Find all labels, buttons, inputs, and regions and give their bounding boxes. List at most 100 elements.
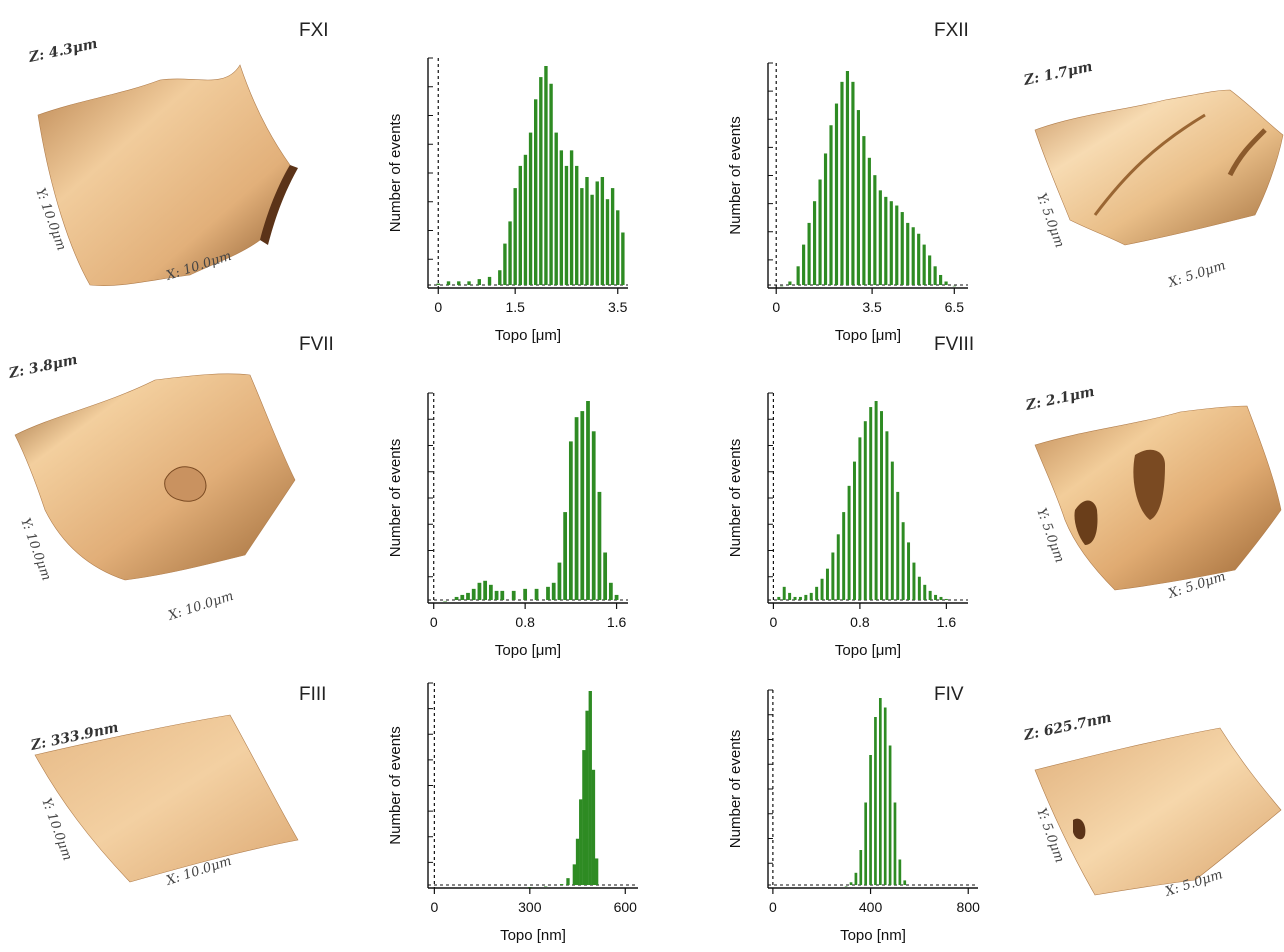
bar bbox=[917, 233, 921, 285]
bar bbox=[820, 578, 824, 600]
bar bbox=[869, 755, 872, 885]
bar bbox=[849, 882, 853, 885]
x-tick-label: 1.5 bbox=[505, 299, 525, 315]
bar bbox=[559, 884, 564, 885]
bar bbox=[874, 717, 877, 885]
panel-label-fviii: FVIII bbox=[934, 334, 975, 355]
x-tick-label: 0 bbox=[434, 299, 442, 315]
bar bbox=[595, 181, 599, 285]
bar bbox=[880, 411, 883, 600]
bar bbox=[597, 491, 602, 600]
bar bbox=[518, 165, 522, 285]
bar bbox=[873, 175, 877, 285]
bar bbox=[559, 150, 564, 285]
bar bbox=[840, 81, 844, 285]
bar bbox=[917, 576, 921, 600]
bar bbox=[922, 244, 926, 285]
bar bbox=[901, 522, 905, 600]
afm-surface-fvii: Z: 3.8μm Y: 10.0μm X: 10.0μm bbox=[7, 352, 296, 624]
bar bbox=[777, 596, 781, 600]
bar bbox=[844, 886, 848, 887]
histogram-fxii: 0 3.5 6.5 Topo [μm] Number of events bbox=[727, 62, 968, 344]
bar bbox=[523, 154, 528, 285]
bar bbox=[605, 199, 610, 285]
afm-bump bbox=[1073, 818, 1086, 840]
bar bbox=[457, 281, 461, 285]
bar bbox=[825, 568, 829, 600]
x-axis-title: Topo [μm] bbox=[495, 642, 561, 659]
bar bbox=[544, 886, 548, 887]
panel-label-fxii: FXII bbox=[934, 20, 969, 41]
bar bbox=[588, 691, 592, 885]
x-tick-label: 3.5 bbox=[608, 299, 628, 315]
bar bbox=[788, 281, 792, 285]
x-tick-label: 800 bbox=[957, 899, 981, 915]
bar bbox=[867, 157, 871, 285]
bar bbox=[815, 586, 819, 600]
x-tick-label: 400 bbox=[859, 899, 883, 915]
bar bbox=[896, 491, 900, 600]
bar bbox=[580, 188, 584, 285]
x-tick-label: 0 bbox=[430, 614, 438, 630]
bar bbox=[594, 858, 599, 885]
bar bbox=[508, 221, 512, 285]
bar bbox=[582, 750, 586, 885]
panel-label-fiii: FIII bbox=[299, 684, 327, 705]
bar bbox=[796, 266, 800, 285]
bar bbox=[939, 274, 943, 285]
bar bbox=[608, 582, 613, 600]
bar bbox=[610, 188, 615, 285]
x-axis-title: Topo [μm] bbox=[835, 327, 901, 344]
bar bbox=[878, 698, 882, 885]
bar bbox=[600, 177, 605, 285]
bar bbox=[436, 283, 440, 285]
bar bbox=[912, 562, 916, 600]
bar bbox=[544, 66, 548, 285]
bar bbox=[494, 590, 499, 600]
bar bbox=[854, 872, 858, 885]
bar bbox=[823, 153, 828, 285]
bar bbox=[477, 279, 481, 285]
bar bbox=[498, 270, 502, 285]
bar bbox=[466, 592, 470, 600]
bar bbox=[579, 799, 583, 885]
afm-surface-fiv: Z: 625.7nm Y: 5.0μm X: 5.0μm bbox=[1022, 710, 1282, 900]
bar bbox=[812, 201, 817, 285]
bar bbox=[842, 512, 846, 600]
bar bbox=[889, 201, 893, 285]
bar bbox=[780, 285, 784, 287]
bar bbox=[858, 437, 862, 600]
afm-x-label: X: 5.0μm bbox=[1166, 258, 1228, 291]
afm-surface-shape bbox=[37, 64, 291, 286]
panel-label-fvii: FVII bbox=[299, 334, 334, 355]
afm-bump bbox=[1074, 500, 1098, 545]
bar bbox=[851, 81, 855, 285]
x-tick-label: 0.8 bbox=[515, 614, 535, 630]
bar bbox=[575, 838, 580, 885]
bar bbox=[574, 417, 579, 600]
bar bbox=[782, 586, 786, 600]
bar bbox=[483, 580, 488, 600]
bar bbox=[818, 179, 822, 285]
bar bbox=[523, 588, 528, 600]
bar bbox=[906, 222, 910, 285]
bar bbox=[564, 165, 569, 285]
bar bbox=[890, 461, 894, 600]
bar bbox=[869, 407, 873, 600]
bar bbox=[944, 281, 948, 285]
panel-label-fiv: FIV bbox=[934, 684, 964, 705]
x-tick-label: 0 bbox=[769, 899, 777, 915]
afm-z-label: Z: 1.7μm bbox=[1022, 59, 1094, 89]
bar bbox=[898, 859, 902, 885]
afm-y-label: Y: 10.0μm bbox=[17, 516, 53, 582]
bar bbox=[568, 441, 573, 600]
bar bbox=[539, 77, 543, 285]
afm-z-label: Z: 4.3μm bbox=[27, 36, 99, 66]
y-axis-title: Number of events bbox=[727, 116, 744, 234]
bar bbox=[903, 880, 907, 885]
bar bbox=[883, 707, 887, 885]
bar bbox=[534, 588, 539, 600]
y-axis-title: Number of events bbox=[387, 439, 404, 557]
bar bbox=[859, 850, 863, 885]
afm-shadow bbox=[260, 165, 298, 245]
